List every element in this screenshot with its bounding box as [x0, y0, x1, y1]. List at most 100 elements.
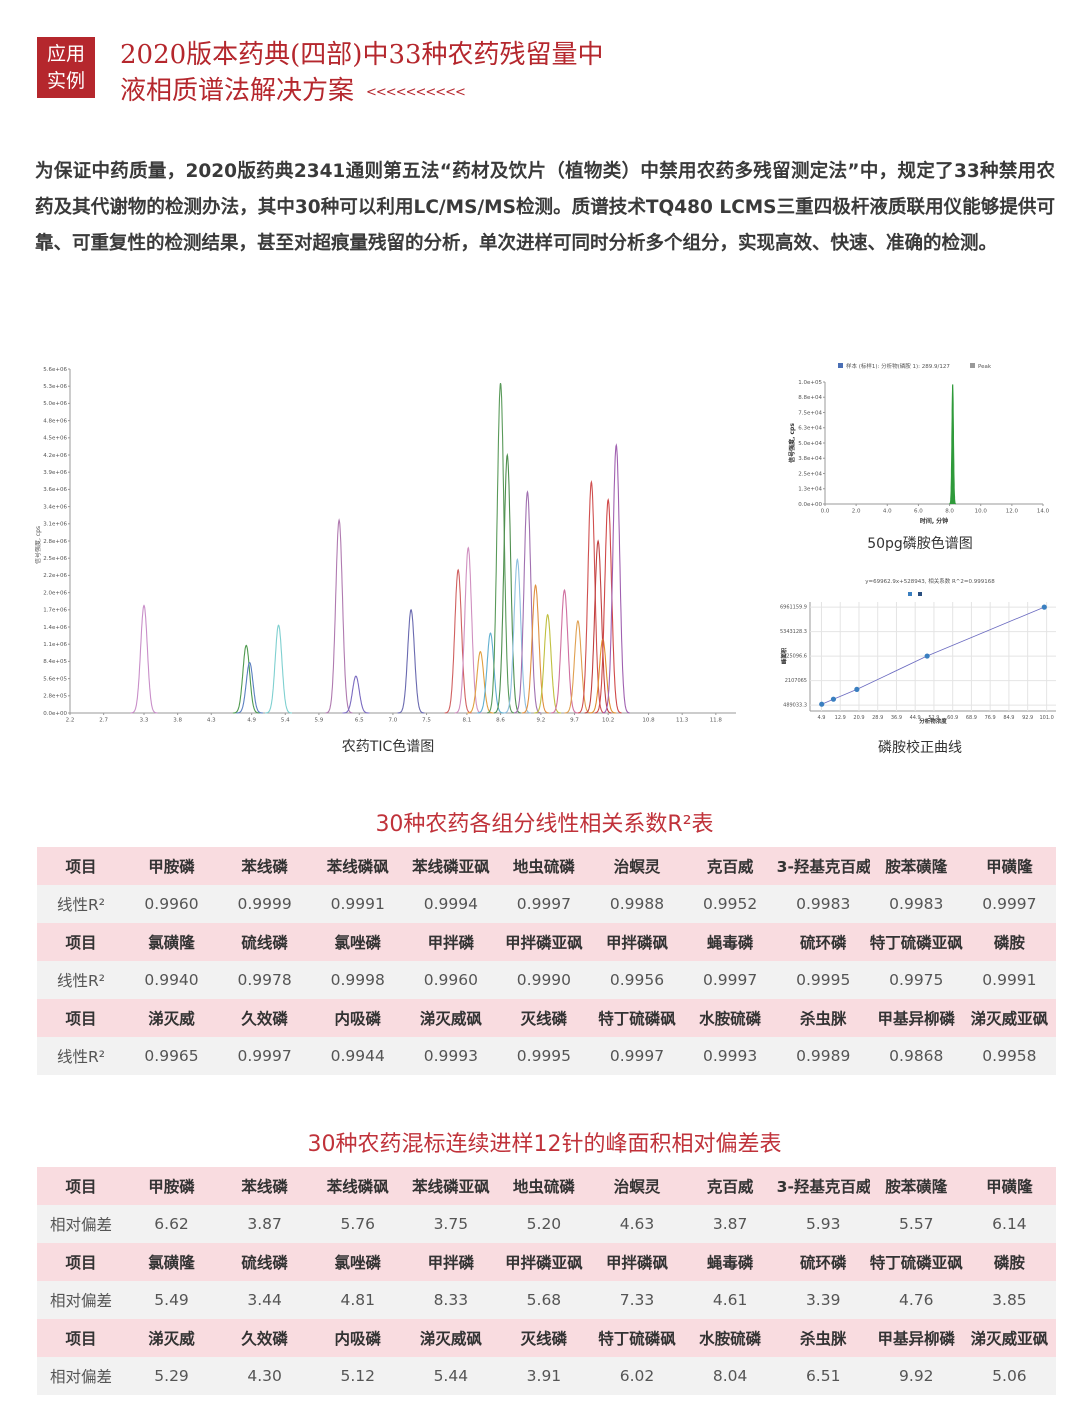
table-cell: 8.33: [404, 1281, 498, 1319]
x-tick-label: 9.7: [570, 718, 579, 724]
table-header-cell: 久效磷: [218, 999, 312, 1037]
x-tick-label: 52.9: [928, 715, 939, 721]
table-header-cell: 磷胺: [962, 923, 1056, 961]
y-tick-label: 5.0e+04: [798, 441, 822, 447]
x-tick-label: 44.9: [910, 715, 921, 721]
x-tick-label: 7.0: [389, 718, 398, 724]
x-tick-label: 12.9: [835, 715, 846, 721]
y-tick-label: 7.5e+04: [798, 410, 822, 416]
table-cell: 5.44: [404, 1357, 498, 1395]
legend-swatch: [918, 592, 922, 596]
table-cell: 0.9997: [590, 1037, 684, 1075]
x-tick-label: 6.0: [914, 509, 923, 515]
table-header-cell: 硫线磷: [218, 923, 312, 961]
y-tick-label: 3.6e+06: [43, 487, 67, 493]
x-tick-label: 11.8: [710, 718, 723, 724]
table-cell: 0.9989: [776, 1037, 870, 1075]
table-cell: 0.9993: [404, 1037, 498, 1075]
intro: 为保证中药质量，2020版药典2341通则第五法“药材及饮片（植物类）中禁用农药…: [35, 161, 1055, 254]
x-tick-label: 68.9: [966, 715, 977, 721]
table-header-cell: 胺苯磺隆: [869, 847, 963, 885]
table-header-cell: 涕灭威: [125, 999, 219, 1037]
table-header-cell: 苯线磷: [218, 847, 312, 885]
table-header-cell: 甲基异柳磷: [869, 999, 963, 1037]
title-line: 2020版本药典(四部)中33种农药残留量中: [120, 40, 604, 70]
table-header-cell: 蝇毒磷: [683, 1243, 777, 1281]
table-row: 项目 甲胺磷 苯线磷 苯线磷砜 苯线磷亚砜 地虫硫磷 治螟灵 克百威 3-羟基克百威 胺苯磺隆 甲磺…: [37, 1167, 1056, 1205]
table-row: 线性R² 0.9940 0.9978 0.9998 0.9960 0.9990 0.9956…: [37, 961, 1056, 999]
table-cell: 4.63: [590, 1205, 684, 1243]
x-tick-label: 5.9: [315, 718, 324, 724]
table-header-cell: 地虫硫磷: [497, 847, 591, 885]
y-tick-label: 6.3e+04: [798, 426, 822, 432]
title-line: 液相质谱法解决方案 <<<<<<<<<<: [120, 70, 466, 107]
table-cell: 5.12: [311, 1357, 405, 1395]
table-cell: 3.91: [497, 1357, 591, 1395]
table-header-cell: 甲磺隆: [962, 847, 1056, 885]
table-cell: 线性R²: [37, 1037, 125, 1075]
table-cell: 0.9978: [218, 961, 312, 999]
table-header-cell: 氯磺隆: [125, 923, 219, 961]
table-cell: 0.9999: [218, 885, 312, 923]
table-cell: 0.9998: [311, 961, 405, 999]
y-tick-label: 2.2e+06: [43, 573, 67, 579]
chromatogram-chart: 0.0 2.0 4.0 6.0 8.0 10.0 12.0 14.0 0.0e+00 1.3e+0…: [788, 362, 1050, 552]
peak: [602, 443, 630, 714]
table-cell: 线性R²: [37, 961, 125, 999]
y-tick-label: 3725096.6: [780, 654, 807, 660]
table-header-cell: 杀虫脒: [776, 999, 870, 1037]
peak: [514, 490, 541, 714]
table-header-cell: 涕灭威砜: [404, 1319, 498, 1357]
table-cell: 相对偏差: [37, 1281, 125, 1319]
table-cell: 3.39: [776, 1281, 870, 1319]
table-cell: 6.51: [776, 1357, 870, 1395]
badge-text: 应用: [46, 43, 85, 65]
y-tick-label: 0.0e+00: [43, 711, 67, 717]
table-header-cell: 灭线磷: [497, 999, 591, 1037]
y-axis-title: 信号强度, cps: [788, 423, 796, 463]
table-cell: 5.76: [311, 1205, 405, 1243]
table-header-cell: 甲基异柳磷: [869, 1319, 963, 1357]
peak: [444, 568, 472, 714]
x-tick-label: 20.9: [853, 715, 864, 721]
y-tick-label: 6961159.9: [780, 605, 807, 611]
table: 项目 甲胺磷 苯线磷 苯线磷砜 苯线磷亚砜 地虫硫磷 治螟灵 克百威 3-羟基克百威 胺苯磺隆 甲磺…: [37, 1167, 1056, 1395]
table-header-cell: 3-羟基克百威: [776, 1167, 870, 1205]
table-cell: 3.44: [218, 1281, 312, 1319]
table-header-cell: 氯唑磷: [311, 1243, 405, 1281]
table-cell: 3.87: [218, 1205, 312, 1243]
table-row: 项目 氯磺隆 硫线磷 氯唑磷 甲拌磷 甲拌磷亚砜 甲拌磷砜 蝇毒磷 硫环磷 特丁硫磷亚砜 磷胺: [37, 1243, 1056, 1281]
peak: [493, 452, 521, 714]
table-header-cell: 甲拌磷亚砜: [497, 923, 591, 961]
y-tick-label: 8.4e+05: [43, 659, 67, 665]
table-cell: 6.02: [590, 1357, 684, 1395]
table-cell: 0.9993: [683, 1037, 777, 1075]
table-header-cell: 硫环磷: [776, 923, 870, 961]
x-tick-label: 4.3: [207, 718, 216, 724]
x-tick-label: 11.3: [676, 718, 689, 724]
calibration-chart: 4.9 12.9 20.9 28.9 36.9 44.9 52.9 60.9 68.9 76.9 8…: [780, 577, 1056, 756]
table-cell: 线性R²: [37, 885, 125, 923]
table-header-cell: 硫线磷: [218, 1243, 312, 1281]
title-text: 液相质谱法解决方案: [120, 76, 355, 106]
table-header-cell: 特丁硫磷砜: [590, 1319, 684, 1357]
table-header-cell: 苯线磷: [218, 1167, 312, 1205]
peak: [265, 624, 292, 714]
y-tick-label: 3.1e+06: [43, 522, 67, 528]
table-header-cell: 胺苯磺隆: [869, 1167, 963, 1205]
table-cell: 3.85: [962, 1281, 1056, 1319]
table-cell: 0.9956: [590, 961, 684, 999]
table-header-cell: 苯线磷砜: [311, 847, 405, 885]
y-axis-title: 峰面积: [780, 647, 788, 664]
caption: 农药TIC色谱图: [342, 738, 434, 755]
x-axis-title: 分析物浓度: [919, 717, 947, 725]
x-tick-label: 0.0: [821, 509, 830, 515]
table-cell: 0.9975: [869, 961, 963, 999]
table-header-cell: 苯线磷亚砜: [404, 847, 498, 885]
point: [830, 696, 837, 702]
x-tick-label: 10.2: [602, 718, 614, 724]
x-tick-label: 3.3: [140, 718, 149, 724]
table-header-cell: 治螟灵: [590, 847, 684, 885]
x-tick-label: 6.5: [355, 718, 364, 724]
